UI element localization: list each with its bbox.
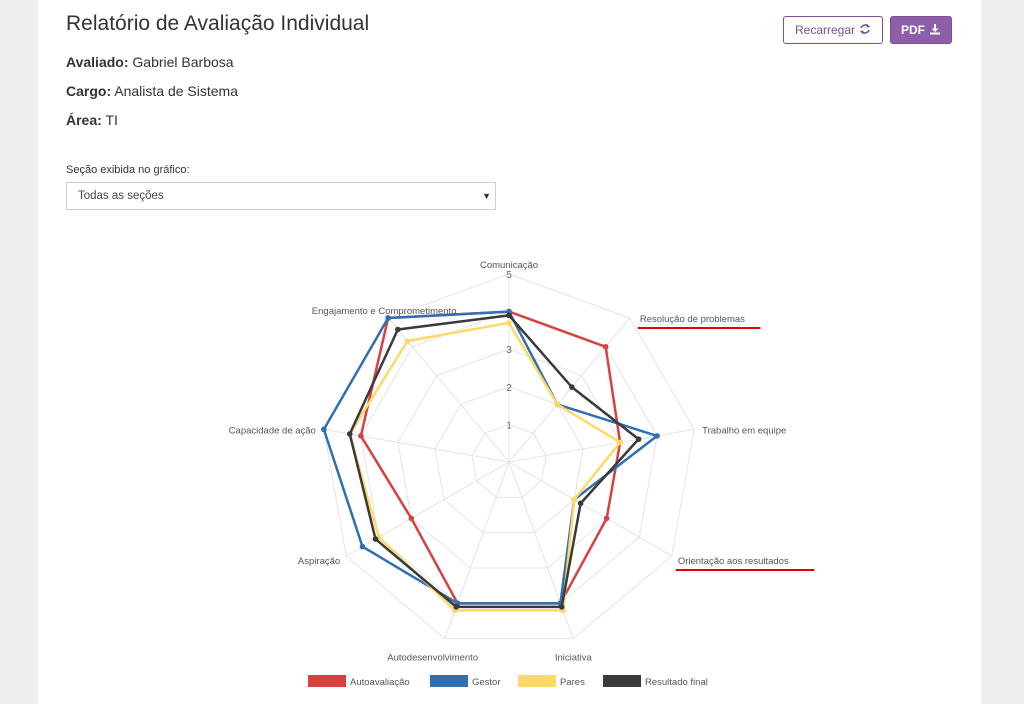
legend-swatch <box>603 675 641 687</box>
data-point <box>571 496 577 503</box>
series-line <box>322 310 659 605</box>
data-point <box>554 401 561 408</box>
tick-label: 1 <box>506 420 512 431</box>
data-point <box>654 433 660 439</box>
reload-button[interactable]: Recarregar <box>783 16 883 44</box>
area-label: Área: <box>66 112 102 128</box>
data-point <box>346 431 353 437</box>
role-value: Analista de Sistema <box>114 83 238 99</box>
data-point <box>358 433 364 439</box>
axis-category-label: Engajamento e Comprometimento <box>312 306 457 317</box>
data-point <box>617 439 623 446</box>
data-point <box>385 315 391 321</box>
download-icon <box>929 23 941 38</box>
axis-category-label: Capacidade de ação <box>229 425 316 436</box>
data-point <box>603 515 610 522</box>
reload-button-label: Recarregar <box>794 23 856 37</box>
data-point <box>506 320 512 326</box>
grid-spoke <box>508 428 695 463</box>
area-value: TI <box>105 112 118 128</box>
legend-label: Autoavaliação <box>350 677 410 688</box>
section-filter-label: Seção exibida no gráfico: <box>66 164 190 176</box>
data-point <box>506 312 512 319</box>
role-label: Cargo: <box>66 83 112 99</box>
evaluated-row: Avaliado: Gabriel Barbosa <box>66 54 234 70</box>
refresh-icon <box>859 23 871 38</box>
tick-label: 5 <box>506 270 512 281</box>
axis-category-label: Autodesenvolvimento <box>387 653 478 664</box>
data-point <box>321 426 327 433</box>
series-line <box>348 314 640 609</box>
axis-category-label: Comunicação <box>480 260 538 271</box>
axis-category-label: Resolução de problemas <box>640 314 745 325</box>
tick-label: 2 <box>506 383 512 394</box>
data-point <box>453 604 460 610</box>
data-point <box>395 326 401 333</box>
data-point <box>404 338 411 344</box>
chevron-down-icon: ▼ <box>482 191 491 201</box>
data-point <box>577 500 584 507</box>
grid-spoke <box>508 461 673 557</box>
legend-label: Resultado final <box>645 677 708 688</box>
data-point <box>569 384 575 390</box>
data-point <box>359 543 366 550</box>
data-point <box>408 515 415 522</box>
grid-spoke <box>323 428 510 463</box>
area-row: Área: TI <box>66 112 118 128</box>
page-title: Relatório de Avaliação Individual <box>66 12 370 35</box>
data-point <box>372 536 379 542</box>
pdf-button-label: PDF <box>901 23 925 37</box>
pdf-button[interactable]: PDF <box>890 16 952 44</box>
legend-label: Gestor <box>472 677 501 688</box>
grid-ring <box>471 423 547 498</box>
evaluated-value: Gabriel Barbosa <box>132 54 234 70</box>
tick-label: 3 <box>506 345 512 356</box>
axis-category-label: Orientação aos resultados <box>678 556 789 567</box>
axis-category-label: Aspiração <box>298 556 340 567</box>
grid-ring <box>434 386 584 534</box>
data-point <box>602 343 609 350</box>
legend-swatch <box>518 675 556 687</box>
section-filter-select[interactable]: Todas as seções ▼ <box>66 182 496 210</box>
section-filter-value: Todas as seções <box>78 190 164 202</box>
role-row: Cargo: Analista de Sistema <box>66 83 238 99</box>
evaluated-label: Avaliado: <box>66 54 129 70</box>
series-line <box>348 321 622 612</box>
data-point <box>558 604 565 610</box>
legend-swatch <box>430 675 468 687</box>
data-point <box>635 436 642 442</box>
legend-label: Pares <box>560 677 585 688</box>
axis-category-label: Iniciativa <box>555 653 593 664</box>
legend-swatch <box>308 675 346 687</box>
grid-spoke <box>508 317 631 463</box>
axis-category-label: Trabalho em equipe <box>702 425 786 436</box>
